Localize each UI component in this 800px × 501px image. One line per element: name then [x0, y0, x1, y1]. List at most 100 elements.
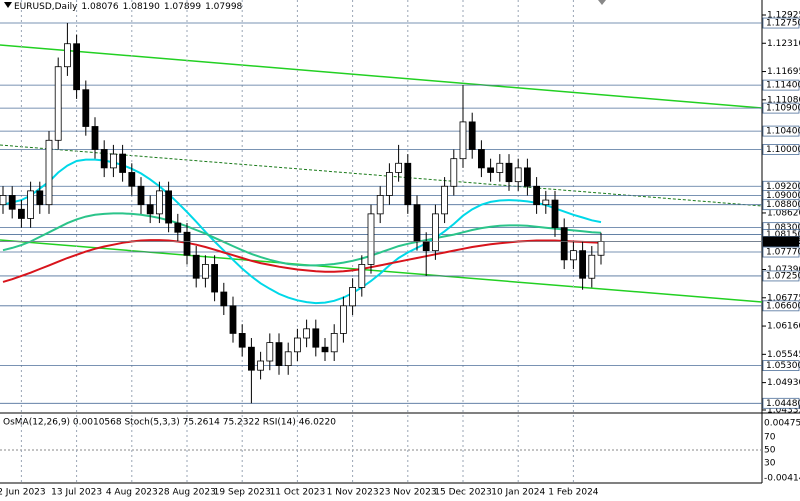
candle-body [321, 346, 329, 353]
candle-body [413, 204, 421, 242]
level-label: 1.11400 [766, 81, 800, 91]
candle-body [339, 305, 347, 334]
candle-body [431, 213, 439, 252]
level-label: 1.08300 [766, 223, 800, 233]
candle-body [570, 250, 577, 261]
candle-body [358, 264, 366, 288]
candle-body [533, 185, 540, 206]
osc-axis-label: 50 [764, 446, 776, 456]
candle-body [385, 172, 393, 196]
candle-body [45, 139, 53, 206]
y-tick-label: 1.05545 [767, 350, 800, 360]
shift-marker [598, 0, 606, 5]
candle-body [82, 89, 90, 127]
x-tick-label: 23 Nov 2023 [379, 488, 437, 498]
candle-body [597, 241, 605, 256]
y-tick-label: 1.11695 [767, 67, 800, 77]
level-label-box [762, 397, 800, 409]
candle-body [312, 328, 320, 348]
candle-body [247, 346, 255, 371]
x-tick-label: 13 Jul 2023 [51, 488, 102, 498]
candle-body [100, 149, 108, 169]
candle-body [119, 153, 126, 173]
level-label: 1.09000 [766, 191, 800, 201]
y-tick-label: 1.08620 [767, 208, 800, 218]
candle-body [524, 167, 531, 187]
candle-body [0, 195, 7, 206]
candle-body [110, 153, 117, 169]
candle-body [192, 254, 200, 279]
candle-body [238, 333, 246, 348]
y-tick-label: 1.04930 [767, 378, 800, 388]
y-tick-label: 1.06160 [767, 322, 800, 332]
y-tick-label: 1.07390 [767, 265, 800, 275]
level-label: 1.07250 [766, 271, 800, 281]
level-label: 1.12750 [766, 19, 800, 29]
candle-body [229, 305, 237, 334]
x-tick-label: 19 Sep 2023 [214, 488, 271, 498]
level-label-box [762, 270, 800, 282]
candle-body [128, 172, 136, 187]
last-price-label: 1.07998 [766, 237, 800, 247]
level-label-box [762, 17, 800, 29]
level-label-box [762, 125, 800, 137]
level-label: 1.04480 [766, 399, 800, 409]
candle-body [165, 190, 173, 224]
level-label: 1.07770 [766, 248, 800, 258]
candle-body [303, 328, 311, 339]
x-tick-label: 11 Oct 2023 [270, 488, 326, 498]
x-tick-label: 1 Nov 2023 [327, 488, 379, 498]
candle-body [36, 190, 44, 206]
candle-body [17, 208, 25, 219]
candle-body [146, 204, 154, 215]
candle-body [376, 195, 384, 215]
level-label: 1.09200 [766, 182, 800, 192]
candle-body [64, 43, 71, 68]
candle-body [404, 162, 412, 206]
symbol: EURUSD,Daily [14, 2, 78, 12]
candle-body [73, 43, 80, 91]
candle-body [201, 264, 209, 279]
y-tick-label: 1.12310 [767, 39, 800, 49]
level-label-box [762, 102, 800, 114]
y-tick-label: 1.06775 [767, 293, 800, 303]
candle-body [54, 66, 62, 141]
candle-body [468, 121, 476, 150]
level-label-box [762, 360, 800, 372]
candle-body [422, 241, 430, 252]
header-value: 1.07998 [205, 2, 242, 12]
candle-body [211, 264, 219, 293]
level-label-box [762, 144, 800, 155]
indicator-text: OsMA(12,26,9) 0.0010568 Stoch(5,3,3) 75.… [3, 418, 336, 428]
candle-body [441, 185, 449, 215]
moving-average-line [2, 239, 602, 283]
candle-body [137, 185, 145, 206]
trend-line [0, 44, 763, 109]
candle-body [293, 337, 301, 353]
candle-body [579, 250, 586, 279]
osc-axis-label: 0.0047587 [764, 419, 800, 429]
level-label: 1.06600 [766, 301, 800, 311]
osc-axis-label: -0.004144 [764, 474, 800, 484]
candle-body [450, 158, 458, 187]
candle-body [496, 162, 504, 173]
level-label-box [762, 246, 800, 258]
last-price-box [763, 236, 799, 247]
candle-body [514, 167, 522, 183]
candle-body [459, 121, 467, 160]
candle-body [27, 190, 35, 219]
candle-body [174, 222, 182, 233]
level-label-box [762, 199, 800, 211]
candle-body [505, 162, 513, 183]
y-tick-label: 1.11080 [767, 95, 800, 105]
candle-body [257, 360, 265, 371]
candle-body [349, 287, 357, 307]
osc-axis-label: 30 [764, 459, 776, 469]
level-label: 1.10400 [766, 127, 800, 137]
y-tick-label: 1.12925 [767, 10, 800, 20]
trend-line [0, 239, 763, 303]
x-tick-label: 28 Aug 2023 [158, 488, 216, 498]
candle-body [487, 167, 495, 173]
x-tick-label: 10 Jan 2024 [491, 488, 545, 498]
